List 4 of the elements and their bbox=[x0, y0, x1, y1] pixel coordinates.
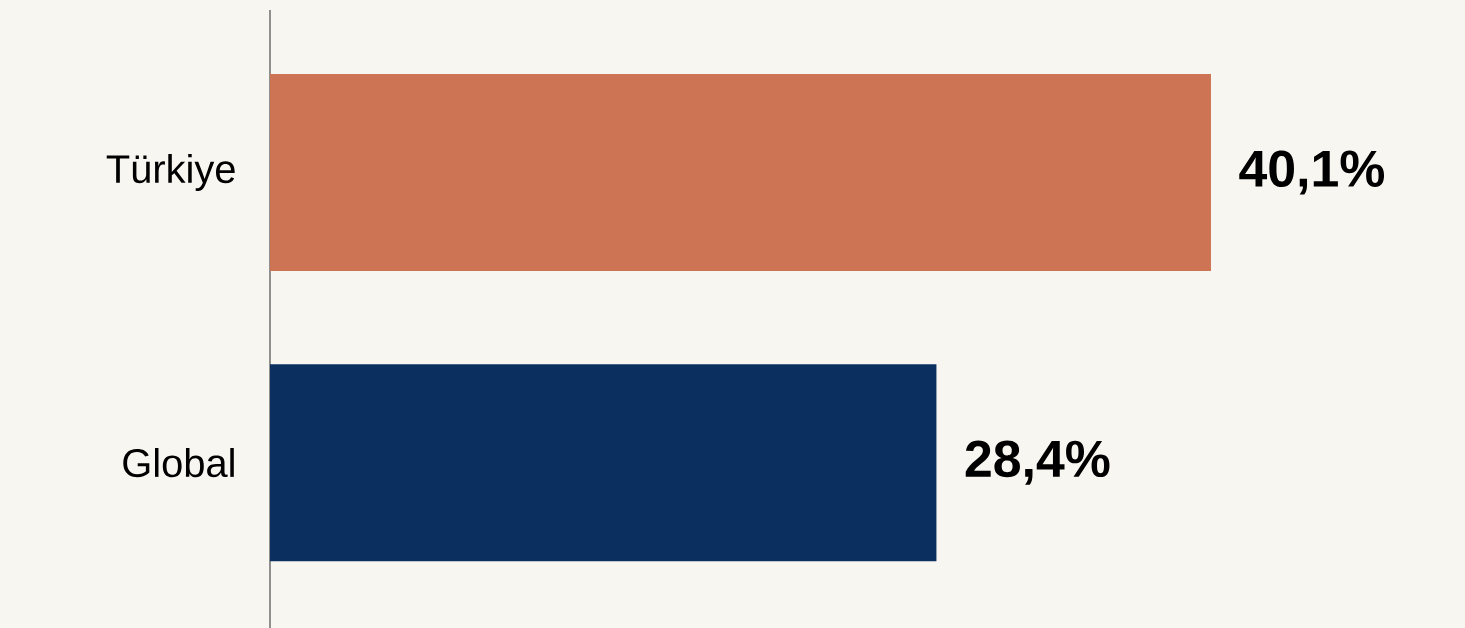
y-tick-label: Türkiye bbox=[106, 153, 235, 192]
data-label: 40,1% bbox=[1239, 150, 1385, 195]
data-label: 28,4% bbox=[965, 440, 1110, 485]
y-tick-label: Global bbox=[123, 447, 234, 478]
